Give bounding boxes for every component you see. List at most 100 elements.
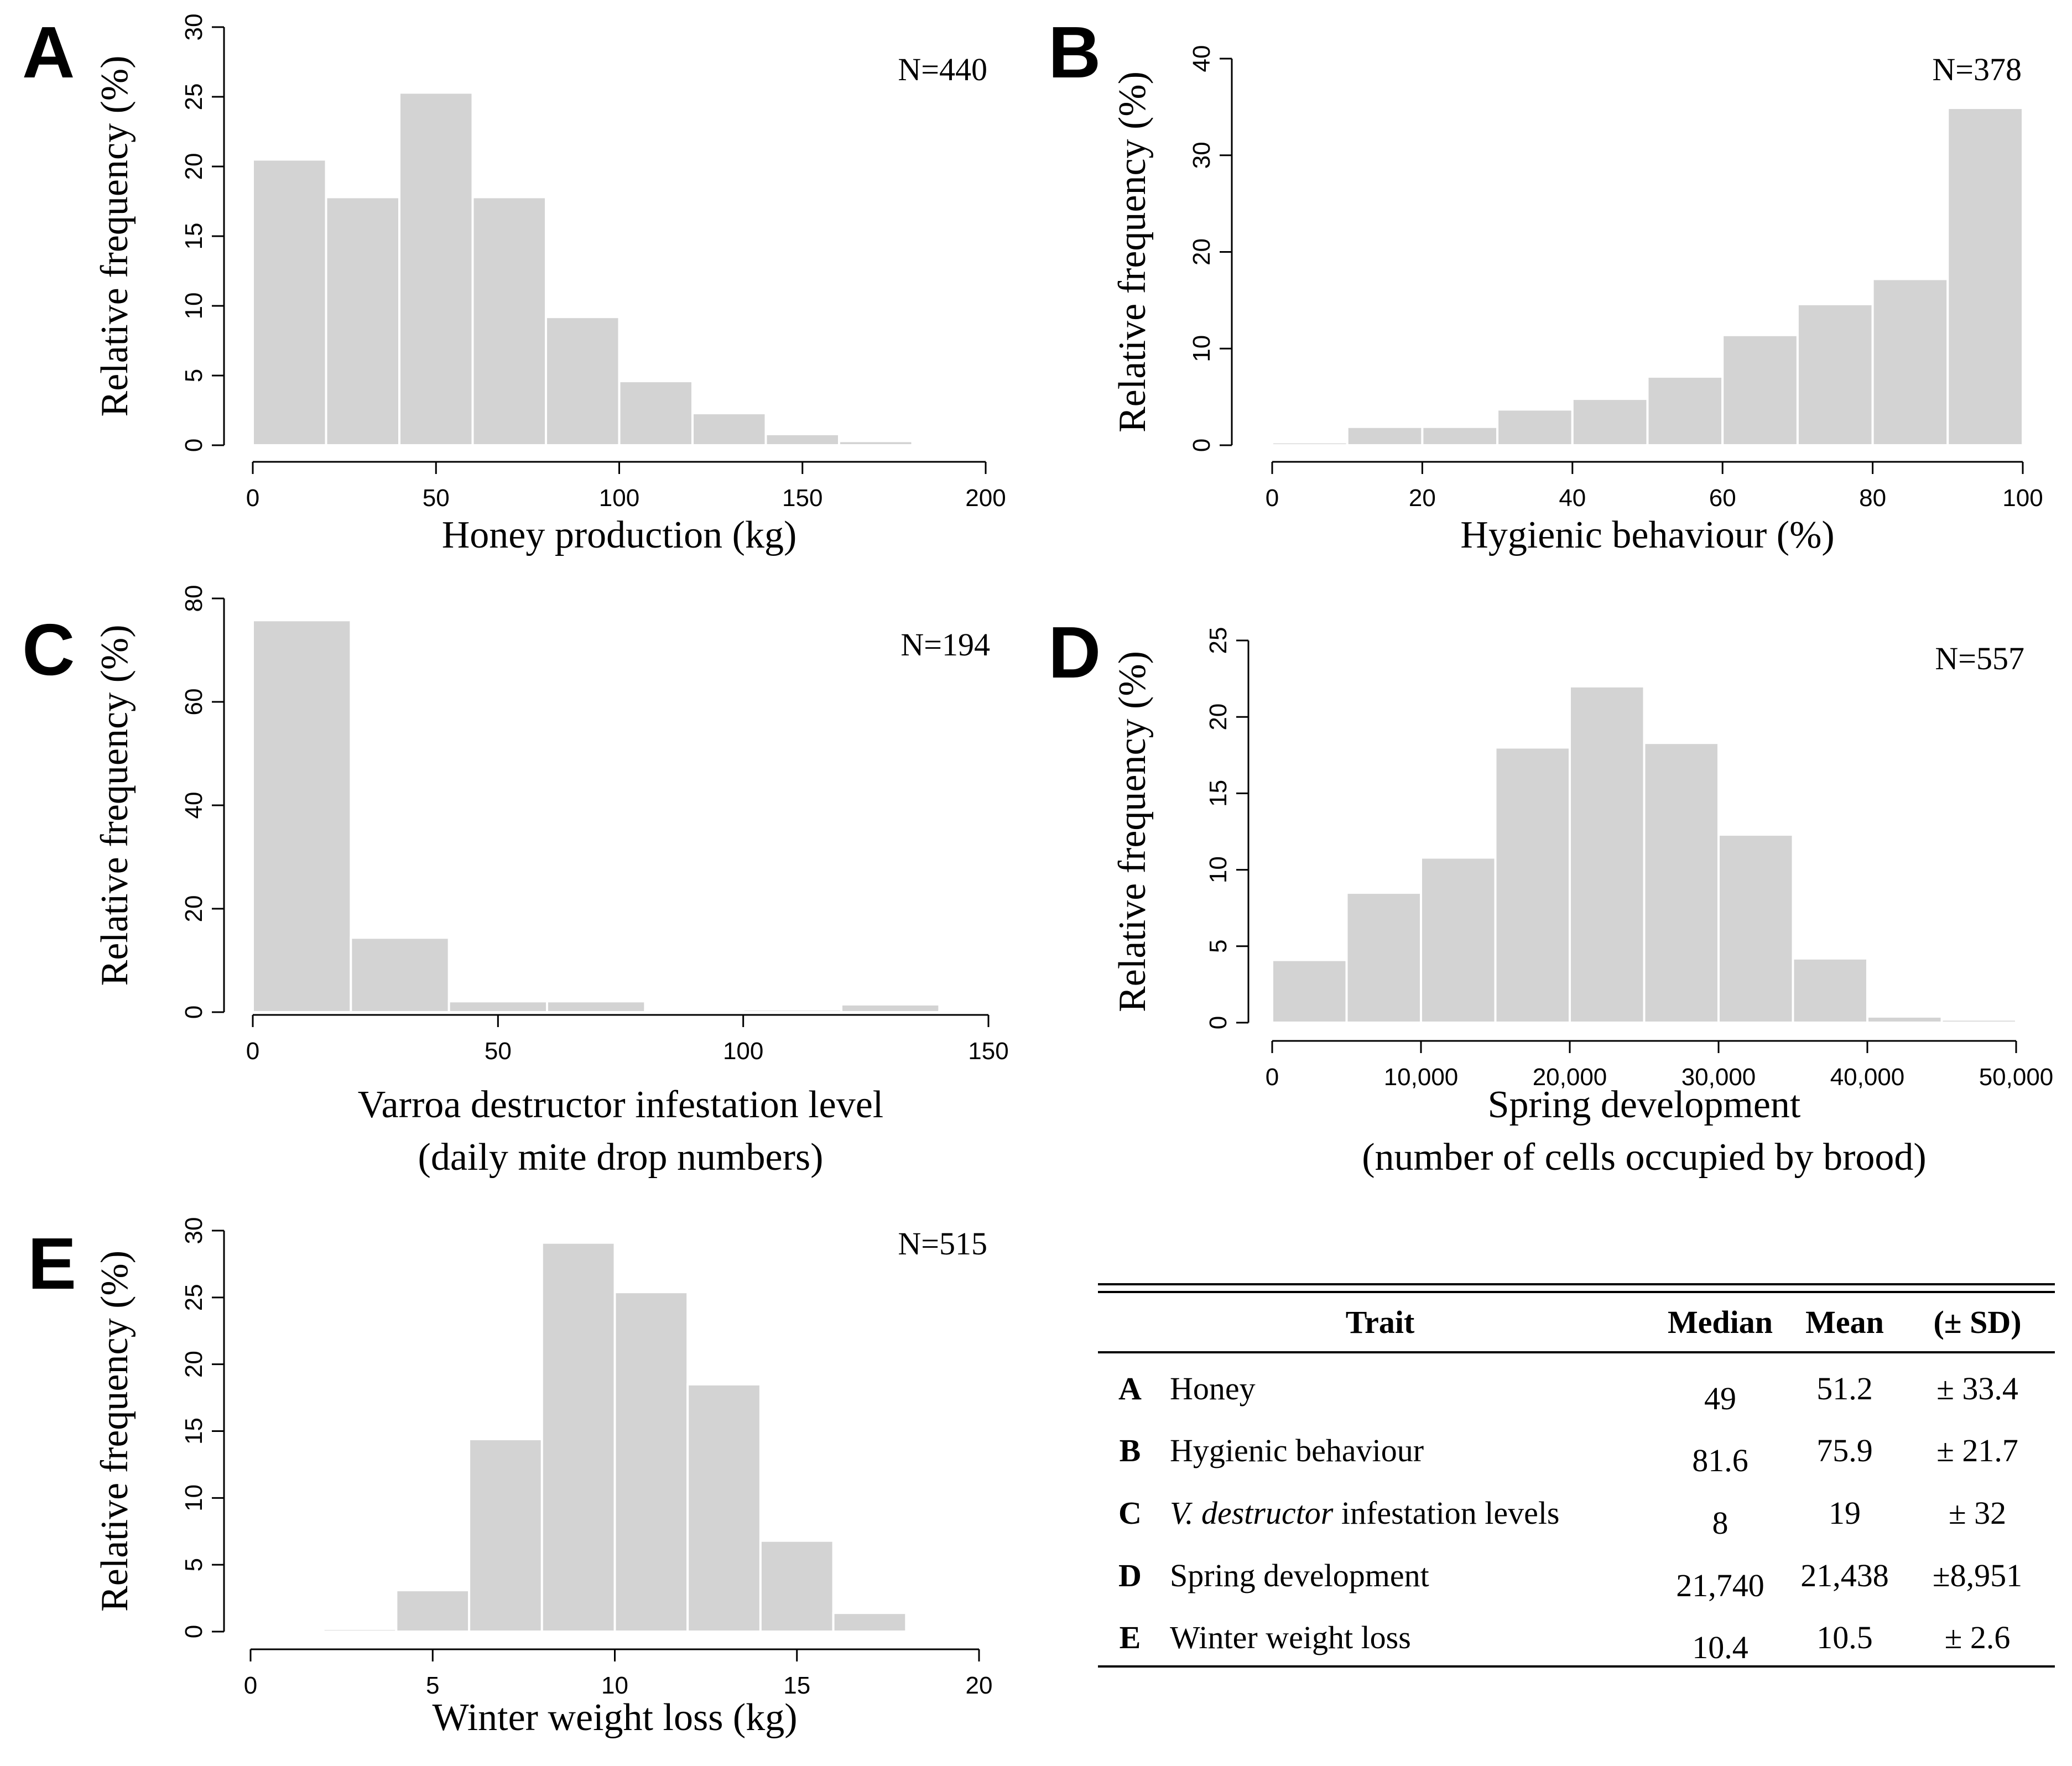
table-sd-cell: ± 2.6 — [1945, 1619, 2011, 1655]
histogram-bar — [252, 619, 352, 1013]
y-tick-label: 25 — [180, 84, 207, 111]
sample-size-label: N=557 — [1935, 640, 2024, 676]
histogram-bar — [325, 196, 400, 446]
table-trait-cell: V. destructor infestation levels — [1170, 1495, 1560, 1531]
x-tick-label: 100 — [599, 485, 639, 512]
x-tick-label: 0 — [1266, 1064, 1279, 1091]
y-tick-label: 60 — [180, 689, 207, 716]
histogram-panel-a: 0 50 100 150 200 0 5 10 15 20 25 30 Relative frequen… — [22, 12, 1006, 556]
histogram-bar — [613, 1291, 689, 1633]
trait-text: V. destructor — [1170, 1495, 1334, 1531]
table-header-cell: Mean — [1805, 1304, 1884, 1340]
x-axis-title: Hygienic behaviour (%) — [1460, 514, 1834, 556]
histogram-bar — [1496, 408, 1574, 447]
histogram-bar — [252, 158, 327, 446]
trait-text: Winter weight loss — [1170, 1619, 1411, 1655]
y-tick-label: 20 — [180, 895, 207, 923]
x-tick-label: 20,000 — [1533, 1064, 1607, 1091]
y-tick-label: 30 — [180, 14, 207, 41]
y-tick-label: 40 — [180, 792, 207, 819]
table-trait-cell: Honey — [1170, 1371, 1256, 1406]
x-tick-label: 100 — [2002, 485, 2043, 512]
x-tick-label: 20 — [1409, 485, 1436, 512]
x-tick-label: 80 — [1859, 485, 1886, 512]
y-axis-title: Relative frequency (%) — [93, 55, 136, 416]
x-axis-title: Varroa destructor infestation level — [358, 1083, 883, 1126]
panel-letter: A — [22, 12, 75, 93]
histogram-bar — [1940, 1018, 2017, 1024]
histogram-bar — [1871, 278, 1949, 446]
x-tick-label: 0 — [244, 1672, 257, 1699]
histogram-bar — [1571, 398, 1649, 446]
histogram-bar — [1643, 742, 1720, 1024]
x-tick-label: 5 — [426, 1672, 439, 1699]
histogram-panel-b: 0 20 40 60 80 100 0 10 20 30 40 Relative frequency … — [1048, 12, 2043, 556]
histogram-panel-e: 0 5 10 15 20 0 5 10 15 20 25 30 Relative frequency (… — [28, 1217, 992, 1739]
x-tick-label: 200 — [965, 485, 1006, 512]
x-tick-label: 60 — [1709, 485, 1736, 512]
histogram-bar — [1420, 856, 1497, 1024]
x-tick-label: 50 — [485, 1038, 512, 1065]
histogram-bar — [840, 1003, 941, 1013]
y-tick-label: 5 — [1205, 940, 1232, 953]
table-trait-cell: Winter weight loss — [1170, 1619, 1411, 1655]
histogram-bar — [838, 440, 914, 447]
y-tick-label: 5 — [180, 369, 207, 382]
x-axis-title: Spring development — [1488, 1083, 1801, 1126]
x-tick-label: 150 — [968, 1038, 1008, 1065]
table-row-letter: D — [1118, 1557, 1142, 1593]
histogram-bar — [545, 316, 621, 446]
table-row: B Hygienic behaviour 81.6 75.9 ± 21.7 — [1120, 1432, 2018, 1478]
x-tick-label: 40,000 — [1830, 1064, 1905, 1091]
table-row-letter: B — [1120, 1432, 1141, 1468]
histogram-bar — [1346, 425, 1424, 446]
y-tick-label: 20 — [180, 153, 207, 180]
sample-size-label: N=440 — [898, 51, 987, 87]
y-tick-label: 15 — [180, 223, 207, 250]
histogram-panel-c: 0 50 100 150 0 20 40 60 80 Relative frequency (%)… — [22, 585, 1039, 1179]
x-axis-title: Winter weight loss (kg) — [432, 1696, 797, 1739]
histogram-bar — [759, 1539, 835, 1633]
histogram-bar — [540, 1241, 616, 1633]
y-tick-label: 20 — [180, 1351, 207, 1378]
x-axis-title: Honey production (kg) — [442, 514, 797, 556]
table-trait-cell: Spring development — [1170, 1557, 1429, 1593]
x-axis-title: (daily mite drop numbers) — [418, 1136, 824, 1179]
y-tick-label: 40 — [1188, 45, 1215, 72]
trait-text: Hygienic behaviour — [1170, 1432, 1424, 1468]
x-tick-label: 20 — [966, 1672, 993, 1699]
y-tick-label: 30 — [1188, 142, 1215, 169]
table-median-cell: 8 — [1712, 1505, 1729, 1541]
x-tick-label: 10,000 — [1384, 1064, 1459, 1091]
table-median-cell: 21,740 — [1676, 1567, 1764, 1603]
table-row: D Spring development 21,740 21,438 ±8,951 — [1118, 1557, 2022, 1603]
trait-text: infestation levels — [1333, 1495, 1559, 1531]
y-axis-title: Relative frequency (%) — [1111, 71, 1154, 433]
histogram-bar — [1721, 334, 1799, 446]
y-tick-label: 10 — [180, 293, 207, 320]
histogram-bar — [644, 1009, 745, 1013]
y-tick-label: 15 — [1205, 780, 1232, 807]
x-tick-label: 40 — [1559, 485, 1586, 512]
histogram-bar — [395, 1589, 471, 1633]
table-median-cell: 49 — [1704, 1380, 1736, 1416]
histogram-bar — [447, 1000, 549, 1013]
panel-letter: D — [1048, 612, 1101, 693]
y-tick-label: 0 — [180, 439, 207, 452]
y-tick-label: 25 — [180, 1284, 207, 1311]
y-tick-label: 10 — [180, 1484, 207, 1512]
y-axis-title: Relative frequency (%) — [93, 624, 136, 986]
x-tick-label: 30,000 — [1681, 1064, 1756, 1091]
x-tick-label: 50 — [423, 485, 450, 512]
y-tick-label: 30 — [180, 1217, 207, 1244]
table-row: A Honey 49 51.2 ± 33.4 — [1118, 1371, 2018, 1416]
y-tick-label: 10 — [1188, 335, 1215, 362]
sample-size-label: N=378 — [1932, 51, 2022, 87]
table-mean-cell: 51.2 — [1816, 1371, 1873, 1406]
y-tick-label: 10 — [1205, 856, 1232, 883]
x-tick-label: 0 — [1266, 485, 1279, 512]
table-mean-cell: 10.5 — [1816, 1619, 1873, 1655]
histogram-bar — [1792, 957, 1868, 1024]
x-tick-label: 15 — [783, 1672, 810, 1699]
